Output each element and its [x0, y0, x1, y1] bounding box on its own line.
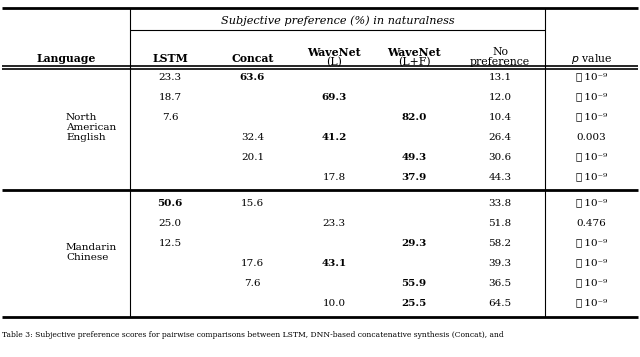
Text: 37.9: 37.9	[401, 172, 427, 181]
Text: 30.6: 30.6	[488, 152, 511, 161]
Text: ≪ 10⁻⁹: ≪ 10⁻⁹	[576, 258, 607, 267]
Text: English: English	[66, 132, 106, 141]
Text: 0.476: 0.476	[577, 218, 606, 227]
Text: 29.3: 29.3	[401, 238, 427, 247]
Text: WaveNet: WaveNet	[307, 46, 361, 57]
Text: 55.9: 55.9	[401, 278, 427, 287]
Text: 7.6: 7.6	[162, 112, 179, 121]
Text: 12.5: 12.5	[159, 238, 182, 247]
Text: ≪ 10⁻⁹: ≪ 10⁻⁹	[576, 298, 607, 307]
Text: 23.3: 23.3	[159, 72, 182, 81]
Text: North: North	[66, 112, 97, 121]
Text: 64.5: 64.5	[488, 298, 511, 307]
Text: 12.0: 12.0	[488, 92, 511, 101]
Text: 41.2: 41.2	[321, 132, 347, 141]
Text: 51.8: 51.8	[488, 218, 511, 227]
Text: Chinese: Chinese	[66, 253, 108, 262]
Text: 58.2: 58.2	[488, 238, 511, 247]
Text: 49.3: 49.3	[401, 152, 427, 161]
Text: 63.6: 63.6	[240, 72, 265, 81]
Text: 13.1: 13.1	[488, 72, 511, 81]
Text: 0.003: 0.003	[577, 132, 606, 141]
Text: ≪ 10⁻⁹: ≪ 10⁻⁹	[576, 198, 607, 207]
Text: LSTM: LSTM	[152, 54, 188, 65]
Text: 7.6: 7.6	[244, 278, 260, 287]
Text: ≪ 10⁻⁹: ≪ 10⁻⁹	[576, 238, 607, 247]
Text: Subjective preference (%) in naturalness: Subjective preference (%) in naturalness	[221, 16, 454, 26]
Text: ≪ 10⁻⁹: ≪ 10⁻⁹	[576, 152, 607, 161]
Text: ≪ 10⁻⁹: ≪ 10⁻⁹	[576, 92, 607, 101]
Text: 33.8: 33.8	[488, 198, 511, 207]
Text: Language: Language	[36, 54, 96, 65]
Text: 18.7: 18.7	[159, 92, 182, 101]
Text: 23.3: 23.3	[323, 218, 346, 227]
Text: 17.8: 17.8	[323, 172, 346, 181]
Text: 50.6: 50.6	[157, 198, 182, 207]
Text: WaveNet: WaveNet	[387, 46, 441, 57]
Text: 15.6: 15.6	[241, 198, 264, 207]
Text: No: No	[492, 47, 508, 57]
Text: American: American	[66, 122, 116, 131]
Text: Concat: Concat	[231, 54, 274, 65]
Text: 69.3: 69.3	[321, 92, 347, 101]
Text: Table 3: Subjective preference scores for pairwise comparisons between LSTM, DNN: Table 3: Subjective preference scores fo…	[2, 331, 504, 339]
Text: 44.3: 44.3	[488, 172, 511, 181]
Text: ≪ 10⁻⁹: ≪ 10⁻⁹	[576, 172, 607, 181]
Text: 82.0: 82.0	[401, 112, 427, 121]
Text: 36.5: 36.5	[488, 278, 511, 287]
Text: Mandarin: Mandarin	[66, 243, 117, 252]
Text: 20.1: 20.1	[241, 152, 264, 161]
Text: 25.5: 25.5	[401, 298, 427, 307]
Text: (L): (L)	[326, 57, 342, 67]
Text: 43.1: 43.1	[321, 258, 347, 267]
Text: 32.4: 32.4	[241, 132, 264, 141]
Text: 25.0: 25.0	[159, 218, 182, 227]
Text: 10.4: 10.4	[488, 112, 511, 121]
Text: 26.4: 26.4	[488, 132, 511, 141]
Text: 39.3: 39.3	[488, 258, 511, 267]
Text: (L+F): (L+F)	[397, 57, 430, 67]
Text: preference: preference	[470, 57, 530, 67]
Text: ≪ 10⁻⁹: ≪ 10⁻⁹	[576, 72, 607, 81]
Text: 17.6: 17.6	[241, 258, 264, 267]
Text: ≪ 10⁻⁹: ≪ 10⁻⁹	[576, 278, 607, 287]
Text: 10.0: 10.0	[323, 298, 346, 307]
Text: $p$ value: $p$ value	[571, 52, 612, 66]
Text: ≪ 10⁻⁹: ≪ 10⁻⁹	[576, 112, 607, 121]
